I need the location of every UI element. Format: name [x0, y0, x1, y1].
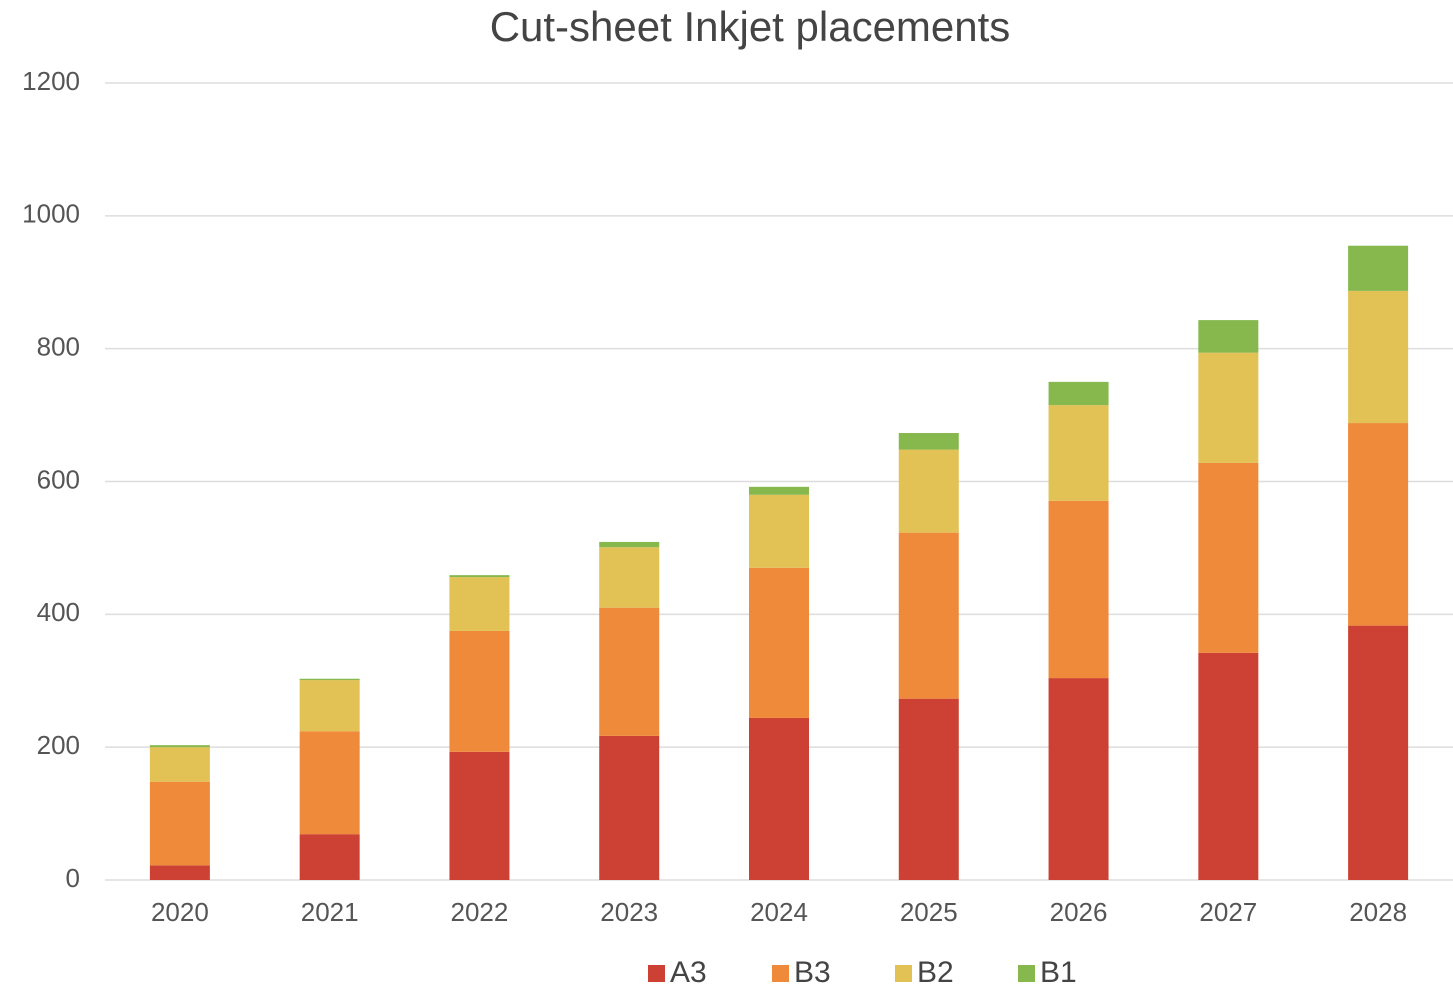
bar-segment — [898, 433, 959, 450]
x-tick-label: 2026 — [1050, 897, 1108, 927]
bar-segment — [599, 607, 660, 736]
bar-segment — [449, 751, 510, 880]
bar-segment — [1048, 678, 1109, 880]
x-tick-label: 2028 — [1349, 897, 1407, 927]
y-tick-label: 400 — [37, 597, 80, 627]
chart-title: Cut-sheet Inkjet placements — [490, 3, 1011, 50]
legend-swatch — [772, 965, 789, 982]
bar-segment — [149, 865, 210, 880]
bar-segment — [299, 731, 360, 835]
bar-segment — [898, 449, 959, 533]
x-tick-label: 2020 — [151, 897, 209, 927]
x-tick-label: 2023 — [600, 897, 658, 927]
bar-segment — [299, 680, 360, 732]
x-tick-label: 2021 — [301, 897, 359, 927]
bar-segment — [1198, 352, 1259, 463]
x-tick-label: 2027 — [1199, 897, 1257, 927]
x-tick-label: 2024 — [750, 897, 808, 927]
bar-segment — [1048, 381, 1109, 406]
x-tick-label: 2025 — [900, 897, 958, 927]
y-tick-label: 0 — [66, 863, 80, 893]
bar-segment — [1198, 652, 1259, 880]
y-tick-label: 1200 — [22, 66, 80, 96]
legend-label: A3 — [670, 956, 707, 989]
bar-segment — [1198, 462, 1259, 653]
y-tick-label: 1000 — [22, 199, 80, 229]
bar-segment — [898, 532, 959, 699]
bar-segment — [599, 547, 660, 608]
bar-segment — [749, 567, 809, 718]
bar-segment — [749, 486, 809, 495]
bar-segment — [299, 834, 360, 880]
bar-segment — [1198, 320, 1259, 353]
legend-label: B3 — [794, 956, 831, 989]
legend-label: B2 — [917, 956, 954, 989]
bar-segment — [449, 577, 510, 631]
bar-segment — [299, 678, 360, 681]
bar-segment — [1048, 405, 1109, 501]
bar-segment — [599, 735, 660, 880]
bar-segment — [749, 717, 809, 880]
bar-segment — [1348, 290, 1409, 424]
legend-swatch — [1018, 965, 1035, 982]
bar-segment — [149, 747, 210, 782]
legend-label: B1 — [1040, 956, 1077, 989]
legend-swatch — [895, 965, 912, 982]
bar-segment — [449, 575, 510, 578]
x-tick-label: 2022 — [451, 897, 509, 927]
bar-segment — [1348, 625, 1409, 880]
bar-segment — [149, 781, 210, 866]
bar-segment — [1348, 423, 1409, 626]
y-tick-label: 600 — [37, 464, 80, 494]
bar-segment — [1348, 245, 1409, 291]
legend-swatch — [648, 965, 665, 982]
y-tick-label: 800 — [37, 332, 80, 362]
y-tick-label: 200 — [37, 730, 80, 760]
bar-segment — [898, 698, 959, 880]
bar-segment — [1048, 500, 1109, 679]
bar-segment — [449, 630, 510, 752]
bar-segment — [749, 494, 809, 568]
bar-segment — [149, 745, 210, 748]
bar-segment — [599, 541, 660, 548]
